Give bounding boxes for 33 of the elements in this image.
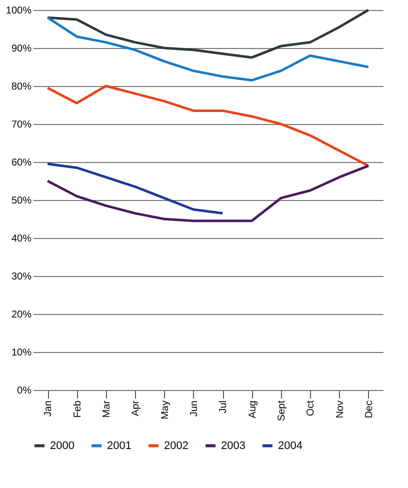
y-tick-label: 70% — [11, 120, 32, 130]
y-tick-label: 60% — [11, 158, 32, 168]
y-tick-label: 30% — [11, 272, 32, 282]
x-tick-label: Aug — [247, 400, 258, 418]
legend-label: 2003 — [221, 440, 246, 452]
x-tick-label: Sept — [276, 400, 288, 422]
x-tick-label: Oct — [306, 400, 317, 416]
y-tick-label: 20% — [11, 310, 32, 320]
legend-label: 2002 — [164, 440, 188, 452]
x-tick-label: Jan — [43, 400, 54, 417]
x-tick-label: Apr — [130, 400, 142, 416]
line-series — [46, 162, 224, 215]
line-series — [46, 84, 370, 168]
y-tick-label: 0% — [17, 386, 32, 396]
legend-label: 2004 — [278, 440, 302, 452]
legend-label: 2001 — [107, 440, 132, 452]
x-tick-label: Mar — [101, 400, 112, 418]
y-tick-label: 100% — [6, 6, 32, 16]
y-tick-label: 10% — [11, 348, 32, 358]
y-tick-label: 90% — [11, 44, 32, 54]
y-tick-label: 80% — [11, 82, 32, 92]
x-tick-label: Jul — [218, 400, 230, 414]
y-tick-label: 40% — [11, 234, 32, 244]
x-tick-label: Dec — [364, 400, 375, 418]
line-series — [46, 164, 370, 222]
x-tick-label: Feb — [72, 400, 84, 418]
x-tick-label: May — [160, 400, 171, 420]
x-tick-label: Jun — [188, 400, 200, 417]
x-tick-label: Nov — [334, 400, 346, 418]
legend-label: 2000 — [50, 440, 74, 452]
line-series — [46, 16, 370, 82]
line-series — [46, 8, 370, 59]
y-tick-label: 50% — [11, 196, 32, 206]
